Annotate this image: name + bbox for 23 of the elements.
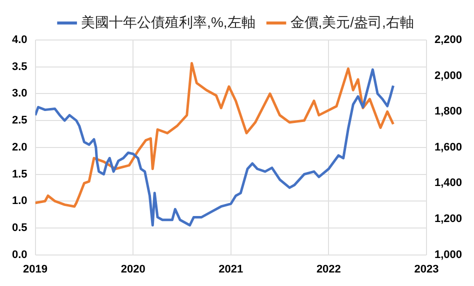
y2-tick-label: 1,000 bbox=[434, 248, 462, 261]
x-tick-label: 2020 bbox=[120, 263, 146, 276]
y-tick-label: 2.5 bbox=[12, 114, 28, 127]
y-tick-label: 1.0 bbox=[12, 195, 28, 208]
y-tick-label: 3.0 bbox=[12, 88, 28, 100]
x-tick-label: 2023 bbox=[414, 263, 439, 276]
x-tick-label: 2022 bbox=[316, 263, 341, 276]
y2-tick-label: 1,200 bbox=[434, 213, 462, 226]
y-tick-label: 1.5 bbox=[12, 168, 28, 180]
legend-label: 金價,美元/盎司,右軸 bbox=[290, 14, 414, 30]
y2-tick-label: 2,000 bbox=[434, 70, 462, 82]
y2-tick-label: 2,200 bbox=[434, 34, 462, 46]
y2-tick-label: 1,800 bbox=[434, 106, 462, 118]
y-tick-label: 0.0 bbox=[12, 248, 28, 261]
y-tick-label: 2.0 bbox=[12, 141, 28, 154]
x-tick-label: 2021 bbox=[218, 263, 244, 276]
legend-label: 美國十年公債殖利率,%,左軸 bbox=[81, 14, 256, 30]
y2-tick-label: 1,600 bbox=[434, 141, 462, 154]
y-tick-label: 3.5 bbox=[12, 60, 28, 73]
y-tick-label: 4.0 bbox=[12, 34, 28, 46]
y-tick-label: 0.5 bbox=[12, 222, 28, 234]
y2-tick-label: 1,400 bbox=[434, 177, 462, 190]
x-tick-label: 2019 bbox=[23, 263, 48, 276]
